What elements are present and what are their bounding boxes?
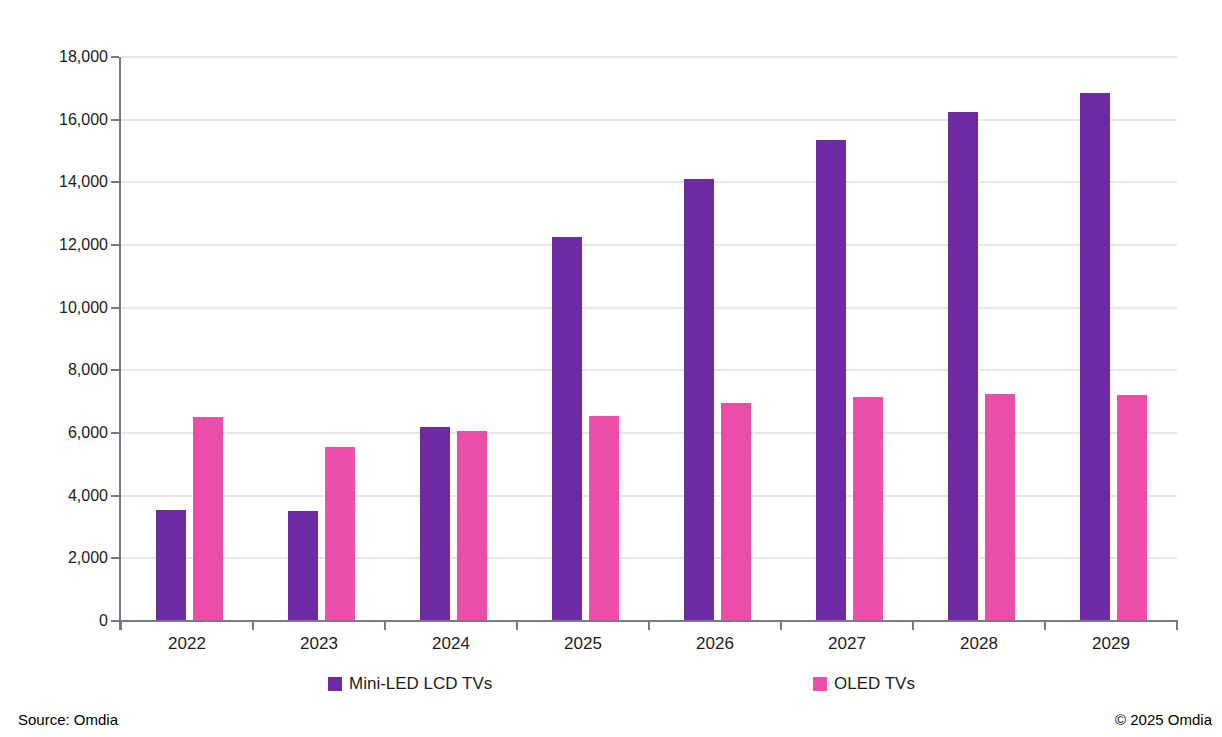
y-axis-tick-label: 10,000 xyxy=(0,299,108,317)
y-axis-tick xyxy=(111,432,119,434)
bar-2027-oled xyxy=(853,397,883,621)
bar-2025-oled xyxy=(589,416,619,621)
bar-2027-mini-led xyxy=(816,140,846,621)
y-axis-tick xyxy=(111,119,119,121)
bar-2023-mini-led xyxy=(288,511,318,621)
x-axis-tick xyxy=(516,622,518,630)
chart-canvas: Mini-LED LCD TVs OLED TVs Source: Omdia … xyxy=(0,0,1222,737)
x-axis-category-label: 2025 xyxy=(517,634,649,654)
x-axis-tick xyxy=(780,622,782,630)
y-axis-tick xyxy=(111,495,119,497)
bar-2029-mini-led xyxy=(1080,93,1110,621)
y-axis-line xyxy=(119,57,121,630)
source-attribution: Source: Omdia xyxy=(18,711,118,728)
y-axis-tick-label: 18,000 xyxy=(0,48,108,66)
x-axis-tick xyxy=(1044,622,1046,630)
bar-2022-oled xyxy=(193,417,223,621)
x-axis-category-label: 2027 xyxy=(781,634,913,654)
y-axis-tick xyxy=(111,557,119,559)
y-axis-tick-label: 14,000 xyxy=(0,173,108,191)
bar-2028-oled xyxy=(985,394,1015,621)
y-axis-tick-label: 12,000 xyxy=(0,236,108,254)
gridline xyxy=(121,495,1177,497)
y-axis-tick xyxy=(111,369,119,371)
y-axis-tick-label: 6,000 xyxy=(0,424,108,442)
gridline xyxy=(121,244,1177,246)
x-axis-category-label: 2026 xyxy=(649,634,781,654)
x-axis-category-label: 2028 xyxy=(913,634,1045,654)
y-axis-tick-label: 16,000 xyxy=(0,111,108,129)
plot-area xyxy=(121,57,1177,621)
gridline xyxy=(121,307,1177,309)
gridline xyxy=(121,557,1177,559)
gridline xyxy=(121,56,1177,58)
bar-2024-oled xyxy=(457,431,487,621)
y-axis-tick-label: 8,000 xyxy=(0,361,108,379)
x-axis-tick xyxy=(912,622,914,630)
bar-2029-oled xyxy=(1117,395,1147,621)
legend-swatch-oled xyxy=(813,677,827,691)
y-axis-tick-label: 4,000 xyxy=(0,487,108,505)
gridline xyxy=(121,432,1177,434)
legend-swatch-mini-led xyxy=(328,677,342,691)
gridline xyxy=(121,369,1177,371)
gridline xyxy=(121,119,1177,121)
legend-entry-mini-led: Mini-LED LCD TVs xyxy=(328,672,492,696)
legend-entry-oled: OLED TVs xyxy=(813,672,915,696)
x-axis-tick xyxy=(1176,622,1178,630)
gridline xyxy=(121,181,1177,183)
x-axis-tick xyxy=(384,622,386,630)
y-axis-tick xyxy=(111,620,119,622)
y-axis-tick-label: 2,000 xyxy=(0,549,108,567)
y-axis-tick-label: 0 xyxy=(0,612,108,630)
bar-2023-oled xyxy=(325,447,355,621)
x-axis-category-label: 2022 xyxy=(121,634,253,654)
bar-2024-mini-led xyxy=(420,427,450,621)
y-axis-tick xyxy=(111,307,119,309)
bar-2026-oled xyxy=(721,403,751,621)
bar-2028-mini-led xyxy=(948,112,978,621)
x-axis-category-label: 2023 xyxy=(253,634,385,654)
y-axis-tick xyxy=(111,56,119,58)
x-axis-tick xyxy=(648,622,650,630)
x-axis-tick xyxy=(252,622,254,630)
bar-2026-mini-led xyxy=(684,179,714,621)
x-axis-category-label: 2029 xyxy=(1045,634,1177,654)
x-axis-category-label: 2024 xyxy=(385,634,517,654)
copyright-notice: © 2025 Omdia xyxy=(1115,711,1212,728)
legend-label-oled: OLED TVs xyxy=(834,674,915,694)
bar-2022-mini-led xyxy=(156,510,186,621)
x-axis-tick xyxy=(120,622,122,630)
y-axis-tick xyxy=(111,181,119,183)
bar-2025-mini-led xyxy=(552,237,582,621)
y-axis-tick xyxy=(111,244,119,246)
legend-label-mini-led: Mini-LED LCD TVs xyxy=(349,674,492,694)
legend: Mini-LED LCD TVs OLED TVs xyxy=(0,672,1222,696)
